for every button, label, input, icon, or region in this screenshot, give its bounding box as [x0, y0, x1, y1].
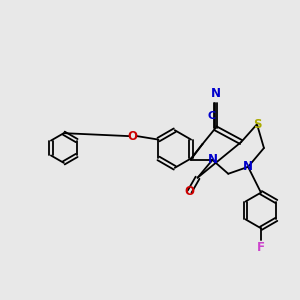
Text: N: N	[210, 87, 220, 100]
Text: O: O	[127, 130, 137, 142]
Text: C: C	[207, 111, 215, 121]
Text: F: F	[257, 241, 265, 254]
Text: S: S	[253, 118, 261, 131]
Text: N: N	[207, 153, 218, 167]
Text: N: N	[243, 160, 253, 173]
Text: O: O	[184, 185, 195, 198]
